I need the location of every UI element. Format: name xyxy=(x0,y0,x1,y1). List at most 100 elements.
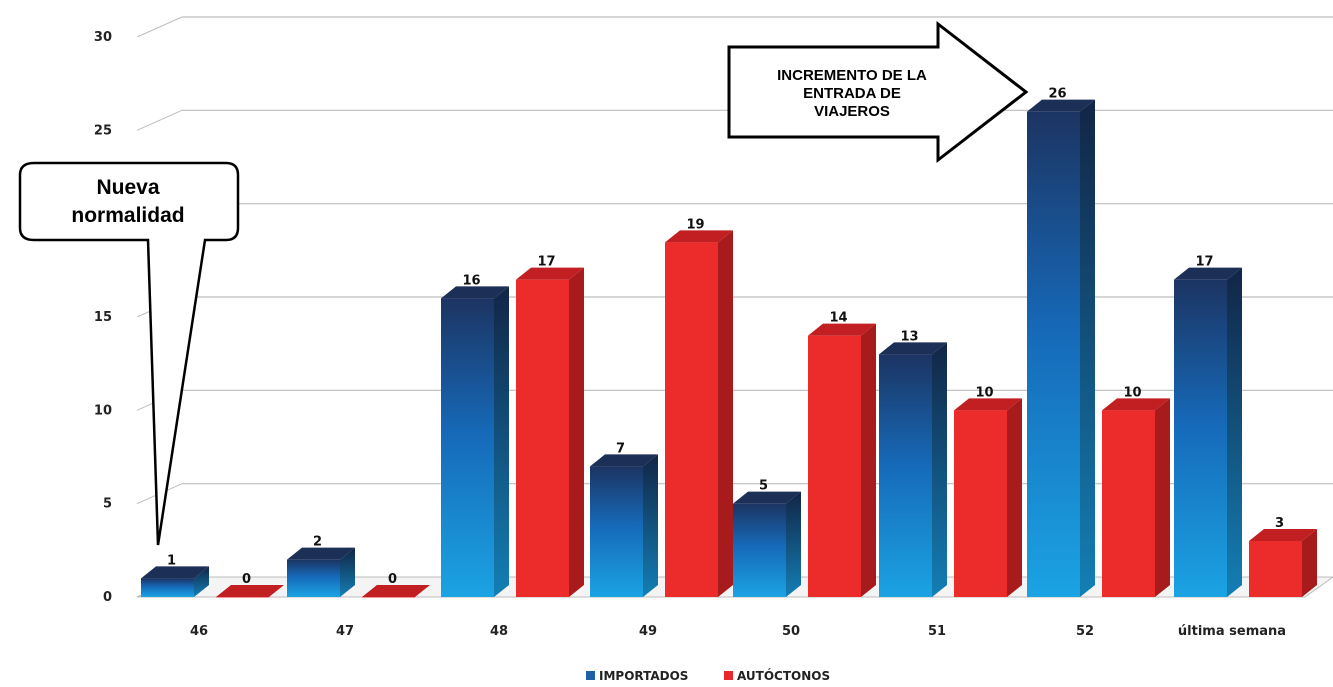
data-label-autoctonos: 19 xyxy=(686,217,704,232)
bar-front-importados xyxy=(590,466,643,597)
bar-top-importados xyxy=(879,342,947,355)
bar-side-autoctonos xyxy=(718,230,733,598)
data-label-importados: 1 xyxy=(167,553,176,568)
y-tick-label: 25 xyxy=(94,123,112,138)
bar-side-importados xyxy=(1080,99,1095,598)
gridline-depth xyxy=(136,16,183,38)
callout-annotation: Nueva normalidad xyxy=(18,161,240,546)
bar-top-importados xyxy=(287,547,355,560)
bar-top-importados xyxy=(141,566,209,579)
legend-swatch-autoctonos xyxy=(724,671,733,680)
data-label-autoctonos: 17 xyxy=(537,255,555,270)
bar-front-autoctonos xyxy=(808,335,861,597)
bar-front-autoctonos xyxy=(362,597,415,598)
callout-shape xyxy=(18,161,240,546)
bar-front-autoctonos xyxy=(1102,410,1155,597)
x-tick-label: 49 xyxy=(639,624,657,639)
bar-importados-50 xyxy=(733,491,801,597)
bar-autoctonos-48 xyxy=(516,267,584,597)
x-tick-label: última semana xyxy=(1178,624,1286,639)
bar-side-importados xyxy=(643,454,658,597)
bar-top-autoctonos xyxy=(808,323,876,336)
bar-front-importados xyxy=(1174,279,1227,597)
callout-line-1: Nueva xyxy=(96,176,159,199)
bar-top-importados xyxy=(441,286,509,299)
bar-top-importados xyxy=(733,491,801,504)
bar-side-importados xyxy=(340,547,355,597)
data-label-autoctonos: 0 xyxy=(242,572,251,587)
bar-side-autoctonos xyxy=(569,267,584,597)
bar-importados-46 xyxy=(141,566,209,597)
arrow-line-3: VIAJEROS xyxy=(814,103,890,120)
bar-side-autoctonos xyxy=(1007,398,1022,597)
bar-front-importados xyxy=(441,298,494,597)
data-label-autoctonos: 0 xyxy=(388,572,397,587)
bar-autoctonos-51 xyxy=(954,398,1022,597)
bar-top-importados xyxy=(1027,99,1095,112)
data-label-autoctonos: 10 xyxy=(975,385,993,400)
bar-front-importados xyxy=(287,559,340,597)
arrow-shape xyxy=(727,20,1029,164)
bar-top-autoctonos xyxy=(516,267,584,280)
bar-importados-49 xyxy=(590,454,658,597)
x-tick-label: 52 xyxy=(1076,624,1094,639)
y-tick-label: 30 xyxy=(94,30,112,45)
bar-autoctonos-50 xyxy=(808,323,876,597)
bar-autoctonos-última semana xyxy=(1249,529,1317,597)
bar-front-autoctonos xyxy=(516,279,569,597)
bar-top-autoctonos xyxy=(665,230,733,243)
arrow-line-2: ENTRADA DE xyxy=(803,85,901,102)
bar-importados-51 xyxy=(879,342,947,597)
bar-side-autoctonos xyxy=(861,323,876,597)
y-tick-label: 0 xyxy=(103,590,112,605)
data-label-autoctonos: 10 xyxy=(1123,385,1141,400)
bar-front-autoctonos xyxy=(665,242,718,598)
bar-front-importados xyxy=(733,503,786,597)
y-tick-label: 10 xyxy=(94,403,112,418)
bar-autoctonos-52 xyxy=(1102,398,1170,597)
bar-side-importados xyxy=(194,566,209,597)
legend-label-importados: IMPORTADOS xyxy=(599,669,688,683)
bar-top-autoctonos xyxy=(216,585,284,597)
arrow-line-1: INCREMENTO DE LA xyxy=(777,67,927,84)
gridline-depth xyxy=(136,109,183,131)
legend: IMPORTADOS AUTÓCTONOS xyxy=(586,668,830,683)
bar-importados-48 xyxy=(441,286,509,597)
callout-line-2: normalidad xyxy=(71,204,184,227)
bar-top-importados xyxy=(1174,267,1242,280)
x-tick-label: 46 xyxy=(190,624,208,639)
bar-front-autoctonos xyxy=(954,410,1007,597)
data-label-importados: 17 xyxy=(1195,255,1213,270)
bar-front-importados xyxy=(141,578,194,597)
bar-front-autoctonos xyxy=(216,597,269,598)
bar-side-importados xyxy=(1227,267,1242,597)
y-tick-label: 15 xyxy=(94,310,112,325)
legend-swatch-importados xyxy=(586,671,595,680)
bar-front-autoctonos xyxy=(1249,541,1302,597)
bar-importados-última semana xyxy=(1174,267,1242,597)
bar-side-importados xyxy=(786,491,801,597)
bar-side-importados xyxy=(932,342,947,597)
bar-front-importados xyxy=(1027,111,1080,598)
bar-autoctonos-47 xyxy=(362,585,430,598)
bar-side-autoctonos xyxy=(1302,529,1317,597)
bar-side-importados xyxy=(494,286,509,597)
labels: 104620471617487194951450131051261052173ú… xyxy=(167,87,1286,639)
data-label-importados: 2 xyxy=(313,535,322,550)
bar-top-autoctonos xyxy=(362,585,430,597)
bar-top-autoctonos xyxy=(1249,529,1317,541)
bar-autoctonos-49 xyxy=(665,230,733,598)
bar-top-autoctonos xyxy=(954,398,1022,411)
legend-label-autoctonos: AUTÓCTONOS xyxy=(737,668,830,683)
arrow-annotation: INCREMENTO DE LA ENTRADA DE VIAJEROS xyxy=(727,20,1029,164)
bar-side-autoctonos xyxy=(1155,398,1170,597)
x-tick-label: 48 xyxy=(490,624,508,639)
data-label-importados: 5 xyxy=(759,479,768,494)
bar-autoctonos-46 xyxy=(216,585,284,598)
bars xyxy=(141,99,1317,598)
y-tick-label: 5 xyxy=(103,497,112,512)
data-label-importados: 26 xyxy=(1048,87,1066,102)
bar-top-autoctonos xyxy=(1102,398,1170,411)
